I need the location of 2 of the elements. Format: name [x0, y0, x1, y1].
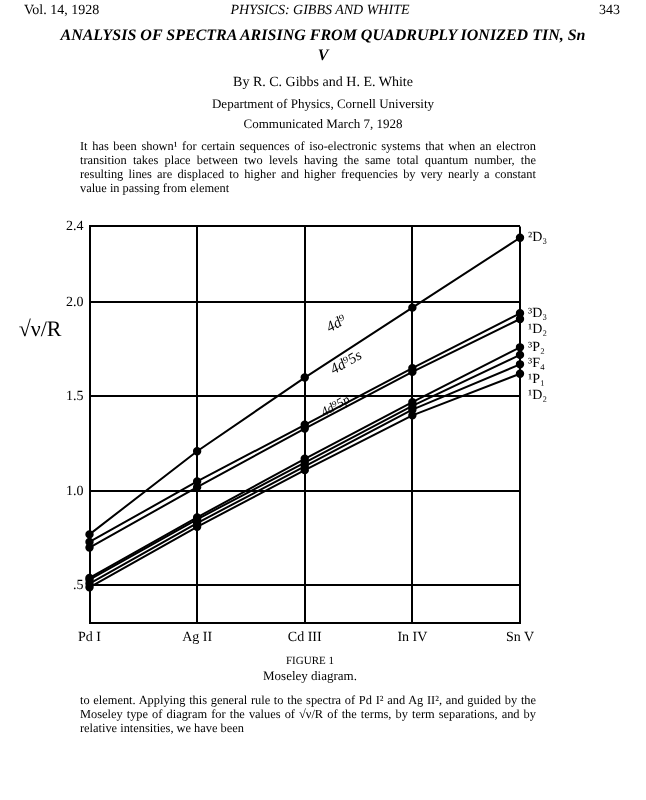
chart-title: ANALYSIS OF SPECTRA ARISING FROM QUADRUPLY IONIZED TIN, Sn V — [60, 26, 586, 65]
y-axis-title: √ν/R — [18, 318, 63, 343]
